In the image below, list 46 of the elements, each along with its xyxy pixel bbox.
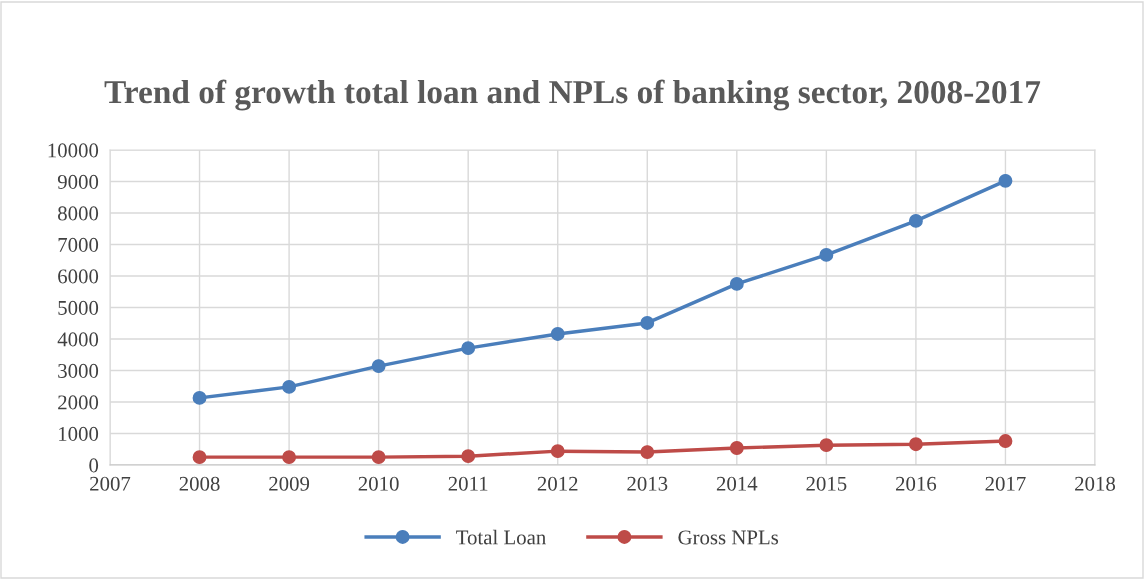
y-tick-label: 1000 [59,426,99,441]
chart-title: Trend of growth total loan and NPLs of banking sector, 2008-2017 [104,79,1041,111]
legend-label: Gross NPLs [678,530,779,545]
point [192,390,207,405]
y-tick-label: 8000 [58,206,99,221]
point [908,213,923,228]
point [640,315,655,330]
y-tick-label: 6000 [58,269,99,284]
x-tick-label: 2017 [985,476,1026,491]
point [550,327,565,341]
point [819,247,834,262]
y-tick-label: 5000 [58,300,99,315]
x-tick-label: 2015 [806,476,847,491]
x-tick-label: 2008 [179,476,220,491]
x-tick-label: 2016 [895,476,937,491]
x-tick-label: 2011 [448,476,488,491]
x-tick-label: 2018 [1075,476,1116,491]
point [998,173,1013,188]
point [908,437,923,452]
y-tick-label: 4000 [57,332,99,347]
point [819,438,834,453]
point [282,379,297,394]
y-tick-label: 9000 [57,174,99,189]
point [998,434,1013,449]
point [550,444,565,459]
point [371,450,386,465]
point [371,359,386,374]
point [192,450,207,465]
x-tick-label: 2010 [358,476,399,491]
point [640,445,655,460]
y-tick-label: 7000 [58,237,99,252]
x-tick-label: 2009 [269,476,310,491]
y-tick-label: 3000 [58,363,99,378]
point [461,449,476,464]
point [282,450,297,465]
y-tick-label: 0 [89,458,99,473]
x-tick-label: 2007 [90,476,131,491]
legend-label: Total Loan [456,529,546,545]
x-tick-label: 2014 [716,476,758,491]
point [729,276,744,291]
y-tick-label: 2000 [58,395,99,410]
point [461,341,476,356]
point [729,441,744,455]
x-tick-label: 2012 [537,476,578,491]
y-tick-label: 10000 [48,143,99,158]
x-tick-label: 2013 [627,476,668,491]
